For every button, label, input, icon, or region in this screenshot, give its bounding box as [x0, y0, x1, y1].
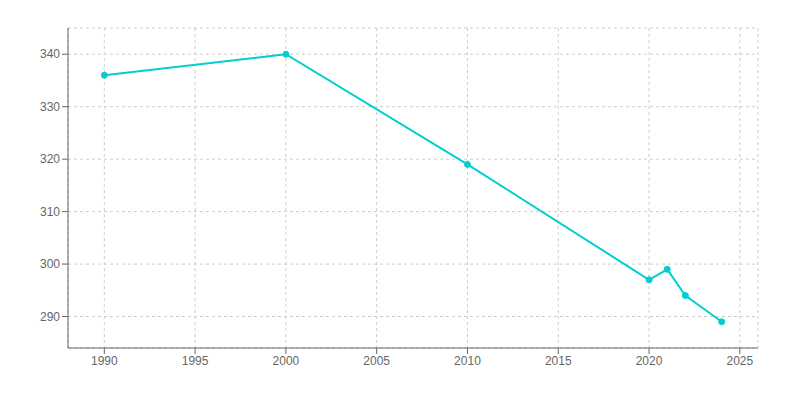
svg-text:290: 290 [40, 310, 60, 324]
svg-text:2000: 2000 [273, 354, 300, 368]
svg-text:300: 300 [40, 257, 60, 271]
svg-text:320: 320 [40, 152, 60, 166]
svg-text:2005: 2005 [363, 354, 390, 368]
svg-text:2020: 2020 [636, 354, 663, 368]
svg-text:340: 340 [40, 47, 60, 61]
svg-text:310: 310 [40, 205, 60, 219]
svg-text:2025: 2025 [726, 354, 753, 368]
svg-text:1995: 1995 [182, 354, 209, 368]
svg-text:330: 330 [40, 100, 60, 114]
svg-text:1990: 1990 [91, 354, 118, 368]
svg-text:2015: 2015 [545, 354, 572, 368]
svg-text:2010: 2010 [454, 354, 481, 368]
